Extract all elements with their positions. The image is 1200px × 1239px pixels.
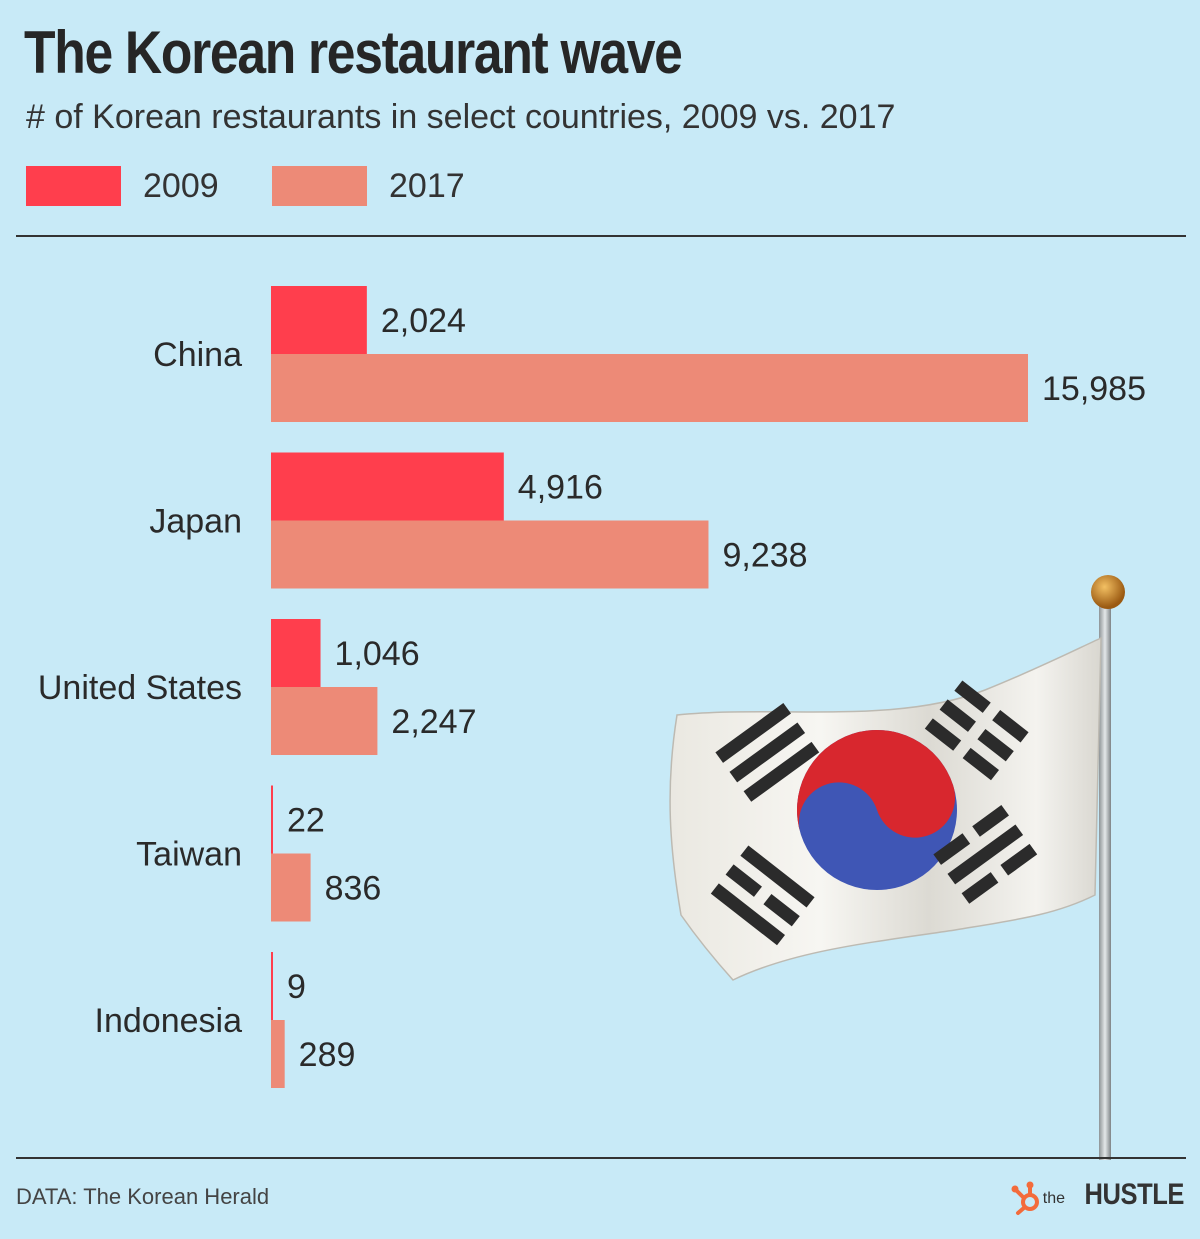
chart-subtitle: # of Korean restaurants in select countr… (26, 98, 896, 136)
legend-label-2017: 2017 (389, 166, 465, 205)
value-label-japan-2009: 4,916 (518, 469, 603, 507)
south-korea-flag-icon (655, 570, 1145, 1165)
bottom-divider (16, 1157, 1186, 1159)
bar-china-2017 (271, 354, 1028, 422)
value-label-taiwan-2009: 22 (287, 802, 325, 840)
legend-item-2017: 2017 (272, 166, 465, 206)
category-label-taiwan: Taiwan (136, 836, 242, 874)
brand-logo: the HUSTLE (1042, 1178, 1185, 1212)
bar-united-states-2017 (271, 687, 378, 755)
bar-china-2009 (271, 286, 367, 354)
legend-label-2009: 2009 (143, 166, 219, 205)
bar-taiwan-2017 (271, 853, 311, 922)
category-label-united-states: United States (38, 669, 242, 707)
hubspot-sprocket-icon (1011, 1181, 1039, 1215)
category-label-indonesia: Indonesia (95, 1002, 243, 1040)
legend-swatch-2009 (26, 166, 121, 206)
value-label-taiwan-2017: 836 (325, 870, 382, 908)
value-label-japan-2017: 9,238 (722, 537, 807, 575)
value-label-china-2009: 2,024 (381, 302, 466, 340)
value-label-indonesia-2009: 9 (287, 968, 306, 1006)
top-divider (16, 235, 1186, 237)
value-label-indonesia-2017: 289 (299, 1036, 356, 1074)
brand-name: HUSTLE (1084, 1178, 1185, 1211)
legend-swatch-2017 (272, 166, 367, 206)
bar-chart: China 2,024 15,985 Japan 4,916 9,238 United St… (38, 286, 1146, 1088)
bar-indonesia-2009 (271, 952, 273, 1020)
bar-united-states-2009 (271, 619, 321, 687)
bar-indonesia-2017 (271, 1020, 285, 1088)
legend-item-2009: 2009 (26, 166, 219, 206)
value-label-united-states-2017: 2,247 (391, 703, 476, 741)
data-source: DATA: The Korean Herald (16, 1184, 270, 1209)
value-label-united-states-2009: 1,046 (335, 635, 420, 673)
bar-japan-2009 (271, 452, 504, 521)
category-label-china: China (153, 336, 242, 374)
brand-prefix: the (1042, 1190, 1065, 1207)
chart-title: The Korean restaurant wave (24, 19, 683, 86)
category-label-japan: Japan (149, 503, 242, 541)
bar-taiwan-2009 (271, 785, 273, 854)
bar-japan-2017 (271, 520, 709, 589)
value-label-china-2017: 15,985 (1042, 370, 1146, 408)
